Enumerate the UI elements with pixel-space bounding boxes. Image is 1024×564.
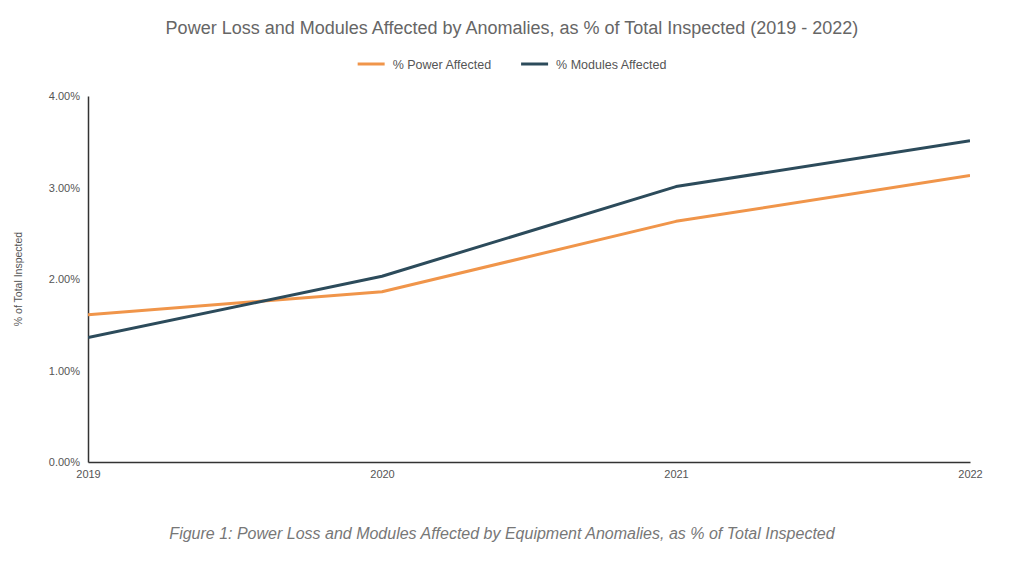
y-tick: 1.00%: [49, 365, 88, 377]
y-tick-label: 0.00%: [49, 456, 80, 468]
plot: 0.00% 1.00% 2.00% 3.00% 4.00% 2019 2020 2021 202…: [49, 90, 983, 480]
x-tick: 2019: [76, 462, 100, 480]
legend-item: % Power Affected: [358, 58, 491, 72]
chart: Power Loss and Modules Affected by Anoma…: [0, 0, 1024, 564]
x-tick: 2020: [370, 462, 394, 480]
x-axis-line: [89, 462, 971, 464]
y-tick: 0.00%: [49, 456, 88, 468]
x-tick-label: 2021: [664, 468, 688, 480]
y-axis-title: % of Total Inspected: [12, 232, 24, 327]
legend-label: % Power Affected: [393, 58, 491, 72]
y-tick-label: 4.00%: [49, 90, 80, 102]
y-tick-label: 1.00%: [49, 365, 80, 377]
caption: Figure 1: Power Loss and Modules Affecte…: [169, 525, 835, 542]
x-tick-label: 2022: [958, 468, 982, 480]
y-tick-label: 2.00%: [49, 273, 80, 285]
x-tick-label: 2019: [76, 468, 100, 480]
x-tick: 2022: [958, 462, 982, 480]
legend-swatch: [521, 63, 548, 66]
legend-swatch: [358, 63, 385, 66]
x-tick-label: 2020: [370, 468, 394, 480]
y-tick: 3.00%: [49, 182, 88, 194]
x-axis: 2019 2020 2021 2022: [76, 462, 982, 480]
legend: % Power Affected % Modules Affected: [358, 58, 667, 72]
legend-item: % Modules Affected: [521, 58, 666, 72]
series-line: [88, 141, 970, 338]
series-group: [88, 141, 970, 338]
y-tick: 4.00%: [49, 90, 88, 102]
title: Power Loss and Modules Affected by Anoma…: [166, 18, 859, 38]
legend-label: % Modules Affected: [556, 58, 666, 72]
x-tick: 2021: [664, 462, 688, 480]
y-tick-label: 3.00%: [49, 182, 80, 194]
series-line: [88, 176, 970, 315]
y-axis-line: [88, 97, 90, 463]
y-axis: 0.00% 1.00% 2.00% 3.00% 4.00%: [49, 90, 89, 468]
y-tick: 2.00%: [49, 273, 88, 285]
